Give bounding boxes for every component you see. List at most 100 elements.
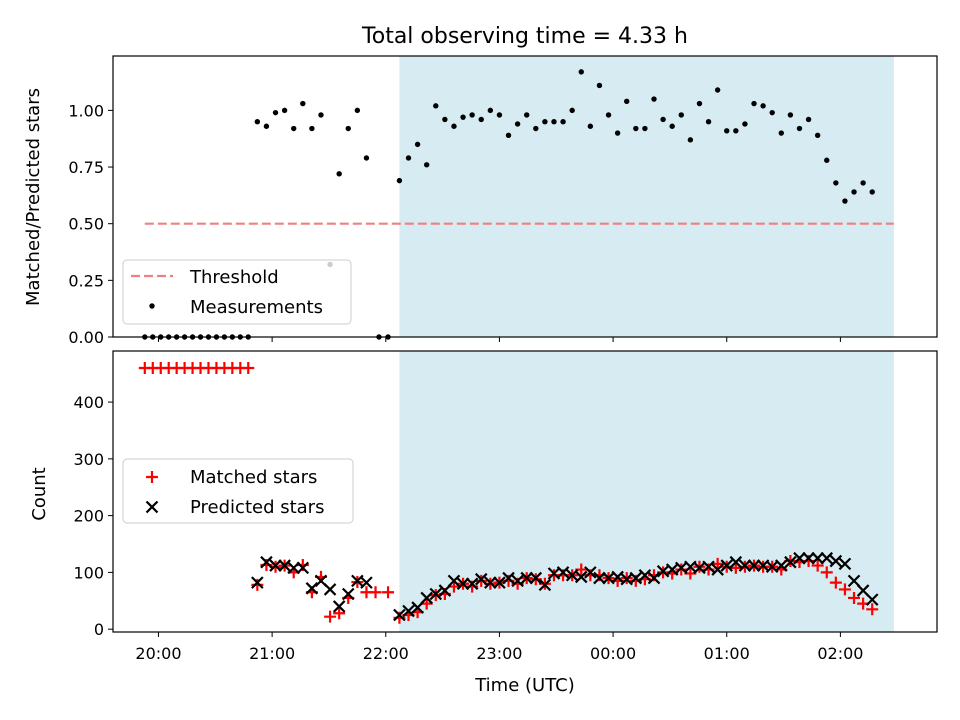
top-y-axis-label: Matched/Predicted stars <box>23 88 44 306</box>
measurement-point <box>569 107 575 114</box>
measurement-point <box>605 112 612 118</box>
predicted-star-point <box>529 571 543 585</box>
measurement-point <box>587 123 594 129</box>
bottom-panel: 0 100 200 300 400 20:00 21:00 22:00 23:00 00:00 01… <box>29 350 938 696</box>
measurement-point <box>596 82 603 89</box>
predicted-star-point <box>556 566 570 579</box>
measurement-point <box>578 69 584 75</box>
matched-star-point <box>242 362 255 375</box>
measurement-point <box>642 125 648 132</box>
measurement-point <box>778 130 784 136</box>
legend-measurement-swatch <box>149 303 155 309</box>
measurement-point <box>742 121 748 127</box>
predicted-star-point <box>502 571 515 585</box>
x-tick-label: 20:00 <box>135 644 181 663</box>
predicted-star-point <box>305 582 319 595</box>
predicted-star-point <box>865 593 879 606</box>
measurement-point <box>336 171 342 177</box>
predicted-star-point <box>278 559 291 572</box>
predicted-star-point <box>393 608 406 622</box>
predicted-star-point <box>629 571 643 585</box>
measurement-point <box>478 116 484 123</box>
predicted-star-point <box>420 591 433 605</box>
measurement-point <box>769 109 775 116</box>
matched-star-point <box>729 561 742 574</box>
y-tick-label: 200 <box>73 507 104 526</box>
measurement-point <box>345 125 351 132</box>
predicted-star-point <box>802 551 815 565</box>
predicted-star-point <box>145 500 159 514</box>
measurement-point <box>560 119 566 125</box>
measurement-point <box>442 116 448 123</box>
predicted-star-point <box>647 571 661 585</box>
predicted-star-point <box>402 604 415 618</box>
predicted-star-point <box>574 570 588 584</box>
measurement-point <box>851 189 857 195</box>
predicted-star-point <box>360 576 373 589</box>
measurement-point <box>318 112 324 118</box>
x-axis-label: Time (UTC) <box>474 675 575 696</box>
measurement-point <box>760 103 766 109</box>
measurement-point <box>614 130 621 136</box>
y-tick-label: 400 <box>73 393 104 412</box>
measurement-point <box>842 198 848 204</box>
legend-matched-label: Matched stars <box>190 467 317 488</box>
predicted-star-point <box>438 584 452 597</box>
legend-threshold-label: Threshold <box>189 267 279 288</box>
legend-box <box>122 458 354 524</box>
predicted-star-point <box>251 576 264 589</box>
predicted-star-point <box>747 559 761 572</box>
measurement-point <box>451 123 457 129</box>
measurement-point <box>254 119 261 125</box>
measurement-point <box>714 87 721 93</box>
matched-star-point <box>324 610 337 623</box>
predicted-star-point <box>793 551 806 565</box>
y-tick-label: 0.75 <box>68 158 104 177</box>
predicted-star-point <box>711 563 724 576</box>
matched-star-point <box>369 586 382 599</box>
measurement-point <box>272 109 279 116</box>
predicted-star-point <box>493 576 506 589</box>
matched-star-point <box>382 586 395 599</box>
predicted-star-point <box>520 571 533 585</box>
measurement-point <box>660 116 666 123</box>
y-tick-label: 100 <box>73 563 104 582</box>
x-tick-label: 02:00 <box>817 644 863 663</box>
matched-star-point <box>146 471 158 483</box>
predicted-star-point <box>269 559 282 572</box>
predicted-star-point <box>784 555 797 569</box>
predicted-star-point <box>260 555 273 569</box>
measurement-point <box>669 123 675 129</box>
matched-star-point <box>475 574 488 587</box>
measurement-point <box>824 157 830 163</box>
measurement-point <box>787 112 794 118</box>
measurement-point <box>496 112 503 118</box>
predicted-star-point <box>720 559 734 572</box>
measurement-point <box>281 107 288 114</box>
measurement-point <box>860 180 866 186</box>
measurement-point <box>678 112 684 118</box>
chart-title: Total observing time = 4.33 h <box>361 24 688 49</box>
measurement-point <box>805 116 812 123</box>
predicted-star-point <box>584 566 597 579</box>
predicted-star-point <box>820 551 834 565</box>
x-tick-label: 01:00 <box>704 644 750 663</box>
observing-window-span <box>399 351 894 632</box>
predicted-star-point <box>456 577 470 591</box>
measurement-point <box>633 125 639 132</box>
measurement-point <box>542 119 548 125</box>
predicted-star-point <box>611 570 624 584</box>
y-tick-label: 0.25 <box>68 271 104 290</box>
predicted-star-point <box>411 601 424 614</box>
measurement-point <box>751 100 757 107</box>
predicted-star-point <box>484 576 497 589</box>
bottom-legend: Matched stars Predicted stars <box>122 458 354 524</box>
measurement-point <box>624 98 630 105</box>
predicted-star-point <box>738 559 752 572</box>
observing-window-span <box>399 56 894 337</box>
legend-measurement-label: Measurements <box>190 297 323 318</box>
x-tick-label: 23:00 <box>476 644 522 663</box>
measurement-point <box>514 121 521 127</box>
predicted-star-point <box>829 554 843 568</box>
measurement-point <box>354 107 361 114</box>
